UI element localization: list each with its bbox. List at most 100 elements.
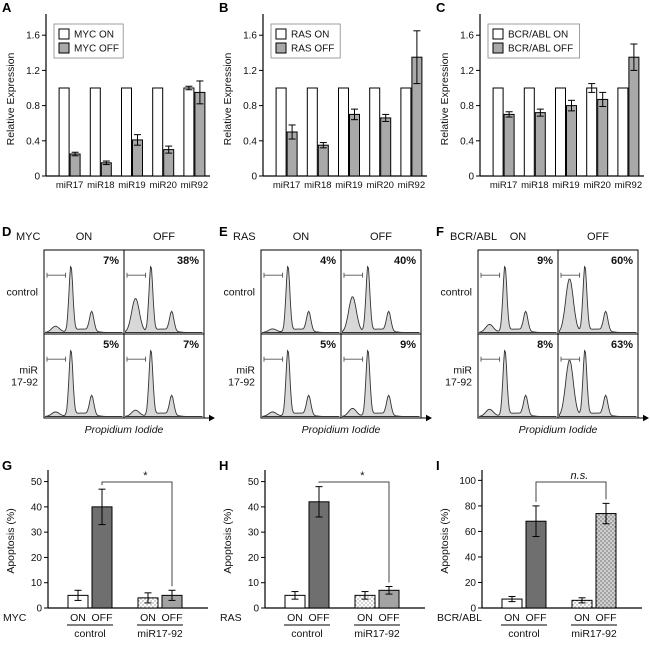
column-header: OFF [370,231,392,243]
bar [317,144,329,177]
row-label: 17-92 [228,377,255,389]
bar [628,56,640,177]
panel-H: H 0 10 20 30 40 50 Apoptosis (%) * ON OFF control O… [217,458,433,666]
oncogene-label: MYC [16,231,41,243]
bar [534,112,546,177]
apoptosis-chart-ras: 0 10 20 30 40 50 Apoptosis (%) * ON OFF control ON O… [220,470,425,640]
panel-letter-A: A [2,0,12,15]
panel-E: E RAS ON OFF control miR 17-92 4% 40% 5% 9% Propid… [217,224,433,459]
axis-arrow [643,414,649,422]
bar [69,153,81,177]
legend-label: BCR/ABL ON [508,30,568,41]
y-tick-label: 1.2 [460,66,474,77]
percentage-label: 8% [537,339,553,351]
oncogene-label: MYC [3,612,27,624]
legend-swatch [275,42,287,54]
legend-label: RAS OFF [291,44,334,55]
x-tick-label: miR18 [521,180,548,191]
bar [523,87,535,177]
y-tick-label: 50 [248,477,260,488]
group-label: control [74,628,106,640]
x-tick-label: miR20 [149,180,176,191]
y-tick-label: 1.2 [26,66,40,77]
relative-expression-chart-myc: 0 0.4 0.8 1.2 1.6 Relative Expression miR17 miR… [5,14,210,191]
group-label: miR17-92 [571,628,617,640]
histogram-cell [477,333,559,419]
bar [492,87,504,177]
histogram-cell [477,249,559,335]
relative-expression-chart-bcrabl: 0 0.4 0.8 1.2 1.6 Relative Expression miR17 miR… [439,14,644,191]
x-axis-title: Propidium Iodide [302,424,381,436]
axis-arrow [209,414,215,422]
bar [121,87,132,177]
y-tick-label: 30 [248,528,260,539]
flow-cytometry-panel-myc: MYC ON OFF control miR17-92 7% 38% 5% 7% Propidiu… [6,231,215,436]
bar [306,87,318,177]
apoptosis-chart-myc: 0 10 20 30 40 50 Apoptosis (%) * ON OFF control ON O… [3,470,208,640]
x-tick-label: miR17 [490,180,517,191]
significance-label: * [143,470,148,482]
bar [308,501,330,609]
histogram-cell [43,333,125,419]
legend-swatch [492,28,504,40]
percentage-label: 7% [103,255,119,267]
bar-label: OFF [162,612,183,624]
histogram-curve [479,265,557,333]
histogram-curve [479,349,557,417]
percentage-label: 9% [537,255,553,267]
legend-swatch [58,28,70,40]
bar-label: ON [357,612,373,624]
panel-C: C 0 0.4 0.8 1.2 1.6 Relative Expression miR17 m… [434,0,650,227]
y-axis-title: Apoptosis (%) [439,508,451,573]
row-label: miR [19,365,38,377]
x-tick-label: miR19 [118,180,145,191]
percentage-label: 5% [103,339,119,351]
panel-letter-G: G [2,458,13,473]
panel-letter-H: H [219,458,229,473]
histogram-curve [262,265,340,333]
legend-swatch [275,28,287,40]
relative-expression-chart-ras: 0 0.4 0.8 1.2 1.6 Relative Expression miR17 miR… [222,14,427,191]
y-tick-label: 40 [465,552,477,563]
panel-letter-B: B [219,0,229,15]
y-tick-label: 0 [36,604,42,615]
y-tick-label: 0.8 [460,101,474,112]
bar-label: ON [504,612,520,624]
legend-label: RAS ON [291,30,329,41]
y-tick-label: 0 [251,172,257,183]
flow-cytometry-panel-ras: RAS ON OFF control miR17-92 4% 40% 5% 9% Propidiu… [223,231,432,436]
histogram-curve [45,265,123,333]
legend-label: BCR/ABL OFF [508,44,573,55]
column-header: ON [293,231,310,243]
legend-swatch [58,42,70,54]
x-tick-label: miR17 [273,180,300,191]
x-tick-label: miR92 [615,180,642,191]
percentage-label: 38% [177,255,199,267]
bar [183,87,195,177]
y-tick-label: 40 [248,502,260,513]
y-tick-label: 1.6 [26,31,40,42]
y-tick-label: 20 [465,578,477,589]
x-tick-label: miR18 [87,180,114,191]
significance-bracket [535,481,607,502]
percentage-label: 60% [611,255,633,267]
histogram-curve [125,265,203,333]
bar [194,91,206,177]
bar-label: OFF [596,612,617,624]
percentage-label: 5% [320,339,336,351]
bar-label: ON [287,612,303,624]
y-tick-label: 1.2 [243,66,257,77]
panel-I: I 0 20 40 60 80 100 Apoptosis (%) n.s. ON OFF cont… [434,458,650,666]
row-label: miR [453,365,472,377]
y-tick-label: 0.4 [243,136,257,147]
y-tick-label: 20 [31,553,43,564]
significance-bracket [101,481,173,587]
y-tick-label: 0 [470,604,476,615]
panel-letter-C: C [436,0,446,15]
y-axis-title: Relative Expression [5,52,17,145]
bar [58,87,70,177]
bar-label: ON [70,612,86,624]
group-label: miR17-92 [354,628,400,640]
panel-A: A 0 0.4 0.8 1.2 1.6 Relative Expression miR17 m… [0,0,216,227]
